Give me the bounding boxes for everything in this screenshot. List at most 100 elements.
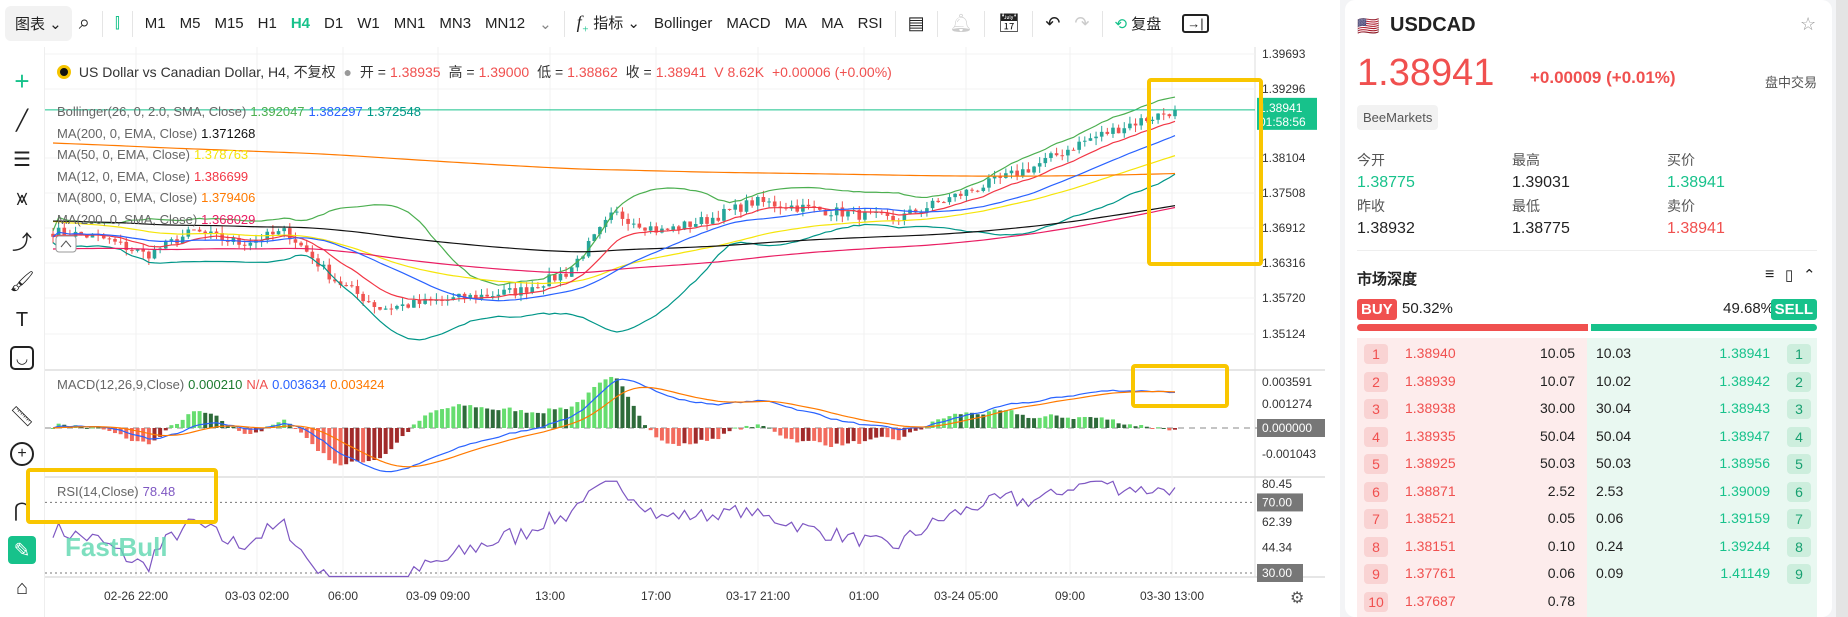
text-tool-icon[interactable]: T [15,308,29,331]
ask-price[interactable]: 1.38956 [1719,455,1770,471]
timeframe-w1[interactable]: W1 [357,15,380,32]
quick-indicator-bollinger[interactable]: Bollinger [654,15,713,32]
collapse-legend-button[interactable] [55,235,77,253]
ask-price[interactable]: 1.38941 [1719,345,1770,361]
candle-body [1054,153,1059,156]
indicator-legend-row[interactable]: MA(12, 0, EMA, Close) 1.386699 [57,169,248,184]
timeframe-h1[interactable]: H1 [257,15,277,32]
quick-indicator-macd[interactable]: MACD [726,15,771,32]
last-price: 1.38941 [1357,52,1495,94]
chart-canvas[interactable]: 02-26 22:00 03-03 02:00 06:00 03-09 09:00 13… [0,0,1340,617]
candlestick-type-icon[interactable]: ⫿ [114,15,120,32]
ask-price[interactable]: 1.38947 [1719,427,1770,444]
macd-histogram-bar [1110,419,1115,428]
timeframe-mn12[interactable]: MN12 [485,15,526,32]
candle-body [192,229,196,231]
bid-price[interactable]: 1.38151 [1405,537,1456,554]
ruler-icon[interactable]: 📏︎ [9,405,35,428]
chart-area[interactable] [45,47,1340,617]
bid-price[interactable]: 1.38935 [1405,427,1456,444]
page-scrollbar[interactable] [1836,0,1848,617]
lock-drawing-icon[interactable]: ✎ [8,536,36,564]
indicator-legend-row[interactable]: Bollinger(26, 0, 2.0, SMA, Close) 1.39204… [57,104,421,119]
ask-price[interactable]: 1.41149 [1720,565,1770,581]
zoom-in-icon[interactable]: + [10,442,34,466]
bid-size: 30.00 [1539,400,1575,416]
bid-price[interactable]: 1.38871 [1405,482,1456,499]
candle-body [603,219,608,228]
candle-body [1133,123,1138,126]
brush-icon[interactable]: 🖌︎ [9,270,35,293]
indicators-button[interactable]: f+ 指标 ⌄ [570,12,647,36]
calendar-icon[interactable]: 📅︎ [997,13,1021,33]
favorite-star-icon[interactable]: ☆ [1800,14,1817,34]
candle-body [823,209,828,216]
macd-histogram-bar [389,428,394,450]
indicator-legend-row[interactable]: MA(800, 0, EMA, Close) 1.379406 [57,190,255,205]
ask-rank: 7 [1787,509,1811,529]
document-icon[interactable]: ▯ [1785,267,1794,284]
macd-histogram-bar [451,406,456,428]
ask-price[interactable]: 1.39159 [1719,510,1770,526]
search-icon[interactable]: ⌕ [78,12,90,34]
timeframe-m1[interactable]: M1 [144,15,166,32]
chart-settings-gear-icon[interactable]: ⚙ [1290,590,1305,607]
projection-icon[interactable]: ⤴ [12,231,32,254]
fib-lines-icon[interactable]: ☰ [13,148,31,171]
quick-indicator-ma[interactable]: MA [784,15,808,32]
pattern-icon[interactable]: ⩙ [16,187,28,210]
ask-price[interactable]: 1.38943 [1719,400,1770,416]
timeframe-h4[interactable]: H4 [290,15,311,32]
crosshair-icon[interactable]: + [14,65,30,96]
macd-histogram-bar [676,428,681,446]
timeframe-mn3[interactable]: MN3 [439,15,472,32]
macd-histogram-bar [383,428,388,454]
macd-histogram-bar [541,413,546,428]
collapse-chevron-up-icon[interactable]: ⌃ [1803,267,1816,284]
bollinger-upper-line [52,96,1176,286]
macd-histogram-bar [372,428,377,461]
hide-drawings-icon[interactable]: ⌂ [15,576,29,599]
macd-histogram-bar [84,427,89,429]
buy-ratio-fill [1357,324,1589,331]
collapse-panel-icon[interactable]: →| [1182,14,1209,33]
ask-price[interactable]: 1.38942 [1719,372,1770,389]
bid-price[interactable]: 1.37687 [1405,592,1456,609]
quick-indicator-ma[interactable]: MA [821,15,844,32]
candle-body [1043,157,1048,164]
macd-histogram-bar [96,427,101,429]
timeframe-mn1[interactable]: MN1 [393,15,426,32]
macd-histogram-bar [750,427,755,429]
timeframe-d1[interactable]: D1 [324,15,344,32]
replay-button[interactable]: ⟲ 复盘 [1108,13,1169,34]
bid-price[interactable]: 1.38938 [1405,400,1456,416]
emoji-icon[interactable]: ◡ [10,346,34,370]
indicator-legend-row[interactable]: MA(200, 0, EMA, Close) 1.371268 [57,126,255,141]
trend-line-icon[interactable]: ╱ [15,109,29,132]
chart-menu-button[interactable]: 图表 ⌄ [5,6,72,41]
bid-price[interactable]: 1.38925 [1405,455,1456,471]
undo-icon[interactable]: ↶ [1045,13,1061,33]
alert-bell-icon[interactable]: 🔔︎ [949,13,973,33]
indicator-legend-row[interactable]: MA(50, 0, EMA, Close) 1.378763 [57,147,248,162]
ask-price[interactable]: 1.39009 [1719,482,1770,499]
chevron-down-icon[interactable]: ⌄ [539,15,552,33]
bid-price[interactable]: 1.38521 [1405,510,1456,526]
redo-icon[interactable]: ↷ [1074,13,1090,33]
quick-indicator-rsi[interactable]: RSI [857,15,883,32]
macd-histogram-bar [332,428,337,464]
bid-price[interactable]: 1.38939 [1405,372,1456,389]
timeframe-m15[interactable]: M15 [214,15,244,32]
change-value: +0.00006 (+0.00%) [771,64,892,80]
candle-body [1082,140,1087,142]
macd-histogram-bar [569,406,574,428]
indicator-legend-row[interactable]: MA(200, 0, SMA, Close) 1.368029 [57,212,255,227]
ask-price[interactable]: 1.39244 [1719,537,1770,554]
bid-price[interactable]: 1.37761 [1405,565,1456,581]
macd-histogram-bar [970,412,975,428]
list-view-icon[interactable]: ≡ [1765,266,1775,283]
bid-price[interactable]: 1.38940 [1405,345,1456,361]
layout-icon[interactable]: ▤ [907,13,925,33]
timeframe-m5[interactable]: M5 [179,15,201,32]
candle-body [1122,128,1127,134]
